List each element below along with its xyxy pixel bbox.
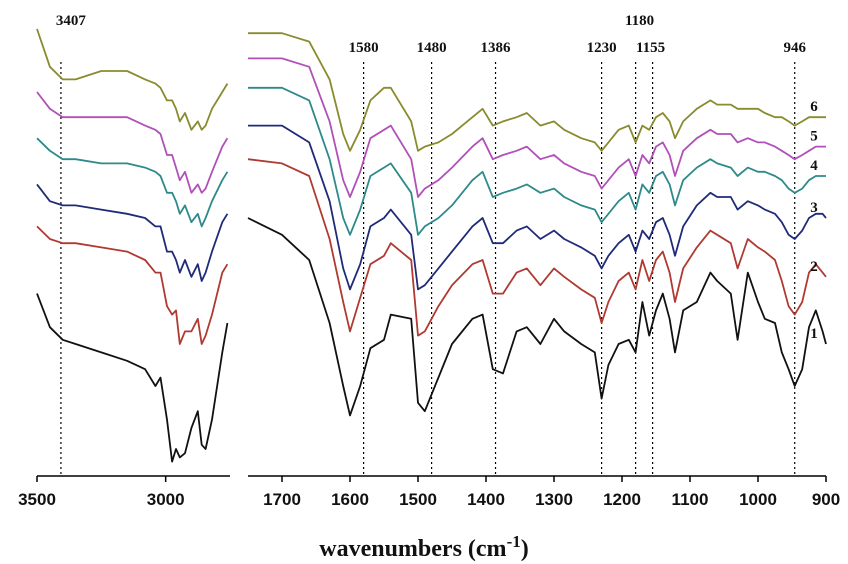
series-5-right xyxy=(248,57,826,198)
series-4-right xyxy=(248,86,826,236)
tick-label-1600: 1600 xyxy=(331,490,369,509)
series-6-right xyxy=(248,32,826,152)
tick-label-1200: 1200 xyxy=(603,490,641,509)
series-5-left xyxy=(36,91,229,194)
spectra-series xyxy=(36,28,827,463)
tick-label-1400: 1400 xyxy=(467,490,505,509)
series-4-left xyxy=(36,137,229,228)
tick-label-1000: 1000 xyxy=(739,490,777,509)
peak-label-1580: 1580 xyxy=(349,40,379,56)
tick-label-3500: 3500 xyxy=(18,490,56,509)
tick-label-1500: 1500 xyxy=(399,490,437,509)
tick-label-900: 900 xyxy=(812,490,840,509)
series-3-right xyxy=(248,124,827,291)
tick-label-3000: 3000 xyxy=(147,490,185,509)
series-label-4: 4 xyxy=(810,158,818,174)
peak-label-1480: 1480 xyxy=(417,40,447,56)
reference-lines xyxy=(60,62,796,476)
peak-label-1180: 1180 xyxy=(625,13,654,29)
peak-label-3407: 3407 xyxy=(56,13,87,29)
series-label-1: 1 xyxy=(810,326,818,342)
series-label-3: 3 xyxy=(810,200,818,216)
peak-label-946: 946 xyxy=(783,40,806,56)
series-6-left xyxy=(36,28,229,131)
tick-label-1100: 1100 xyxy=(672,490,709,509)
x-axis-label: wavenumbers (cm-1) xyxy=(319,532,528,562)
series-2-right xyxy=(247,158,827,337)
series-label-6: 6 xyxy=(810,99,818,115)
peak-label-1230: 1230 xyxy=(587,40,617,56)
tick-label-1700: 1700 xyxy=(263,490,301,509)
series-3-left xyxy=(36,183,229,282)
series-1-right xyxy=(247,217,827,417)
labels: 3407 1580 1480 1386 1230 1180 1155 946 1 2 3 4 5 6 350… xyxy=(18,13,840,509)
series-label-2: 2 xyxy=(810,259,818,275)
peak-label-1155: 1155 xyxy=(636,40,665,56)
peak-label-1386: 1386 xyxy=(481,40,512,56)
tick-label-1300: 1300 xyxy=(535,490,573,509)
series-label-5: 5 xyxy=(810,129,818,145)
series-1-left xyxy=(36,293,229,463)
series-2-left xyxy=(36,225,229,345)
x-axes xyxy=(36,475,827,482)
